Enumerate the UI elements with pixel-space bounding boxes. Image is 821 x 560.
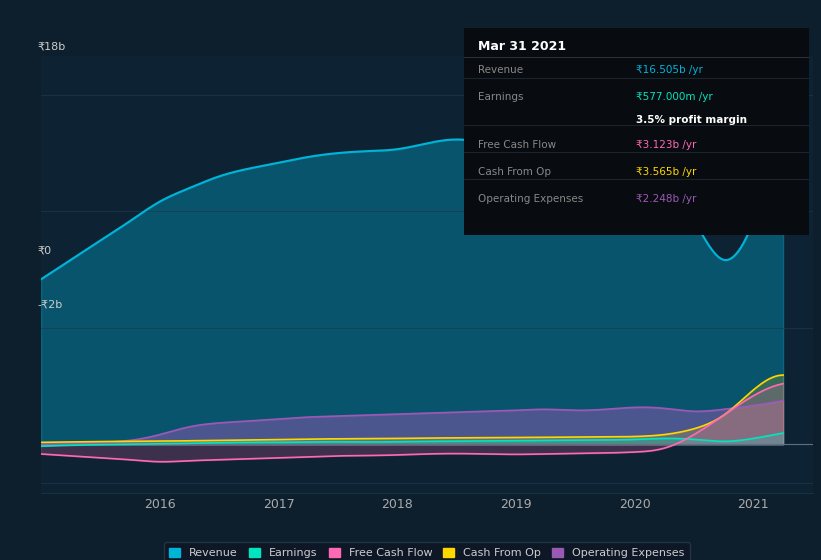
Legend: Revenue, Earnings, Free Cash Flow, Cash From Op, Operating Expenses: Revenue, Earnings, Free Cash Flow, Cash … bbox=[163, 543, 690, 560]
Text: Revenue: Revenue bbox=[478, 66, 523, 75]
Text: Free Cash Flow: Free Cash Flow bbox=[478, 140, 556, 150]
Text: -₹2b: -₹2b bbox=[37, 300, 62, 310]
Text: Operating Expenses: Operating Expenses bbox=[478, 194, 583, 204]
Text: ₹3.565b /yr: ₹3.565b /yr bbox=[636, 167, 697, 177]
Text: ₹2.248b /yr: ₹2.248b /yr bbox=[636, 194, 697, 204]
Text: Earnings: Earnings bbox=[478, 92, 523, 102]
Text: 3.5% profit margin: 3.5% profit margin bbox=[636, 115, 747, 125]
Text: ₹18b: ₹18b bbox=[37, 41, 66, 52]
Text: ₹577.000m /yr: ₹577.000m /yr bbox=[636, 92, 713, 102]
Text: ₹3.123b /yr: ₹3.123b /yr bbox=[636, 140, 697, 150]
Text: Cash From Op: Cash From Op bbox=[478, 167, 551, 177]
Text: Mar 31 2021: Mar 31 2021 bbox=[478, 40, 566, 53]
Text: ₹16.505b /yr: ₹16.505b /yr bbox=[636, 66, 703, 75]
Text: ₹0: ₹0 bbox=[37, 245, 52, 255]
